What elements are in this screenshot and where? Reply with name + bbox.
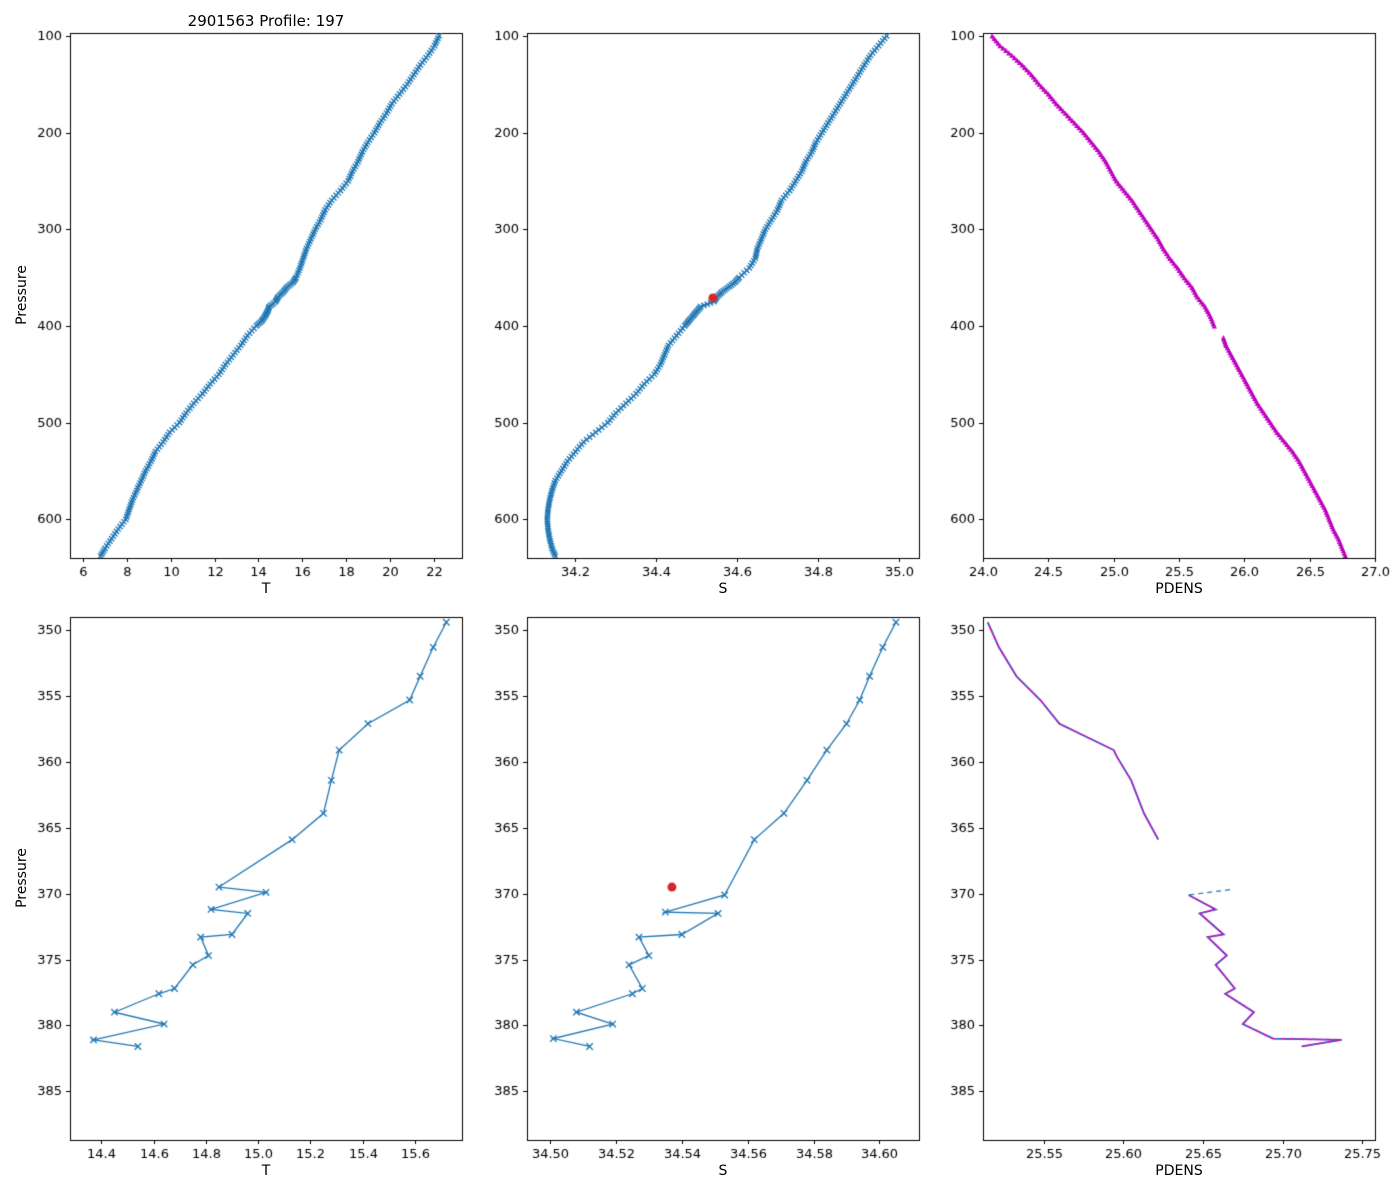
x-axis-label-s-full: S bbox=[718, 581, 728, 597]
x-axis-label-pdens-zoom: PDENS bbox=[1155, 1163, 1203, 1179]
y-axis-label-pressure-bottom: Pressure bbox=[14, 848, 30, 908]
x-axis-label-pdens-full: PDENS bbox=[1155, 581, 1203, 597]
y-axis-label-pressure-top: Pressure bbox=[14, 265, 30, 325]
x-axis-label-s-zoom: S bbox=[718, 1163, 728, 1179]
x-axis-label-t-zoom: T bbox=[261, 1163, 271, 1179]
x-axis-label-t-full: T bbox=[261, 581, 271, 597]
figure-title: 2901563 Profile: 197 bbox=[187, 12, 345, 30]
